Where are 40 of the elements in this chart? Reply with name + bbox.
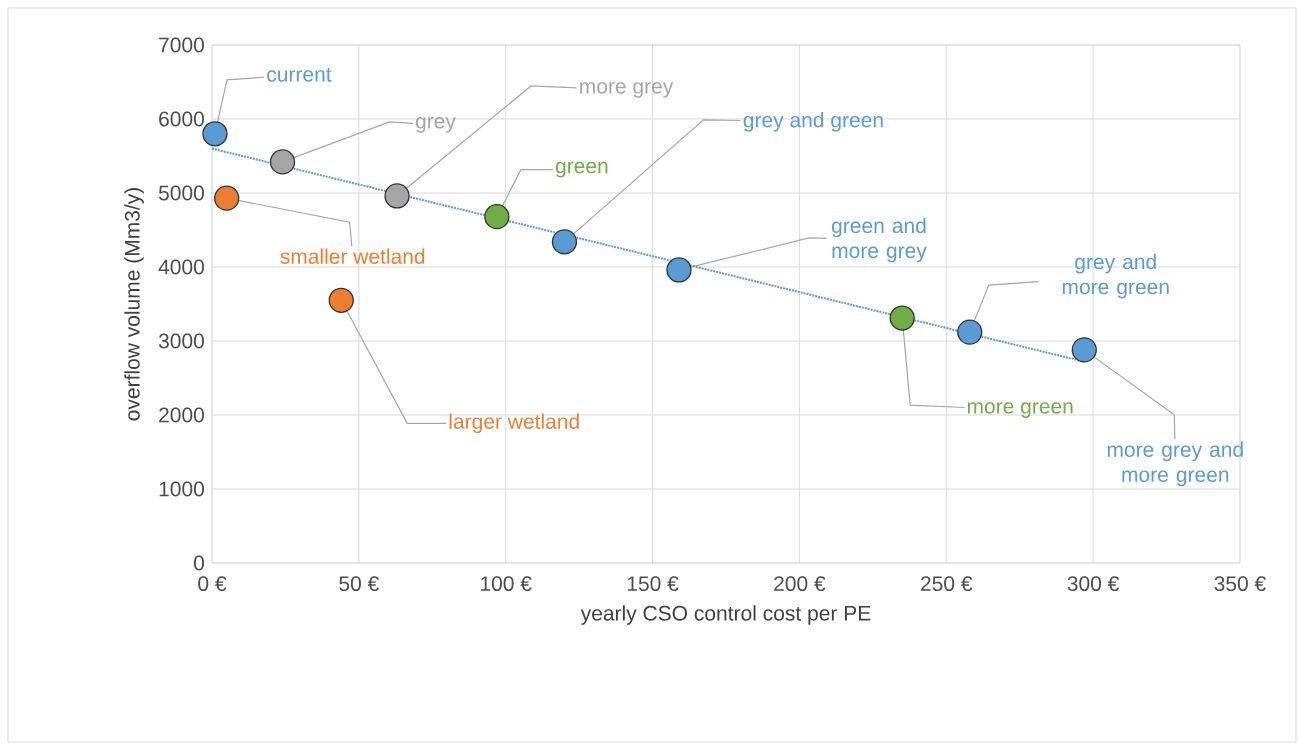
x-tick-label: 0 € bbox=[198, 576, 227, 592]
point bbox=[202, 121, 228, 147]
x-tick-label: 150 € bbox=[627, 576, 679, 592]
point bbox=[666, 257, 692, 283]
annotation: more green bbox=[967, 402, 1073, 418]
point bbox=[384, 183, 410, 209]
x-tick-label: 50 € bbox=[339, 576, 379, 592]
x-axis-title: yearly CSO control cost per PE bbox=[580, 605, 871, 625]
y-tick-label: 5000 bbox=[158, 185, 204, 201]
annotation: smaller wetland bbox=[280, 248, 425, 264]
y-tick-label: 3000 bbox=[158, 333, 204, 349]
y-tick-label: 2000 bbox=[159, 407, 204, 423]
point bbox=[1071, 337, 1097, 363]
annotation: grey and green bbox=[743, 112, 883, 132]
point bbox=[889, 305, 915, 331]
annotation: green bbox=[555, 161, 608, 178]
y-tick-label: 4000 bbox=[158, 259, 204, 275]
x-tick-label: 250 € bbox=[921, 576, 973, 592]
y-tick-label: 6000 bbox=[159, 111, 204, 127]
point bbox=[328, 287, 354, 313]
x-tick-label: 350 € bbox=[1214, 576, 1266, 592]
x-tick-label: 200 € bbox=[774, 576, 826, 592]
annotation: current bbox=[267, 67, 332, 82]
annotation: grey bbox=[415, 117, 456, 133]
annotation: grey and more green bbox=[1062, 253, 1169, 299]
point bbox=[269, 149, 296, 175]
x-tick-label: 100 € bbox=[481, 576, 532, 592]
annotation: green and more grey bbox=[832, 217, 927, 263]
y-axis-title: overflow volume (Mm3/y) bbox=[124, 188, 144, 421]
x-tick-label: 300 € bbox=[1067, 576, 1120, 592]
y-tick-label: 7000 bbox=[159, 37, 204, 53]
annotation: larger wetland bbox=[449, 413, 579, 434]
point bbox=[484, 204, 510, 230]
point bbox=[214, 185, 240, 211]
y-tick-label: 1000 bbox=[159, 481, 204, 497]
annotation: more grey bbox=[580, 82, 674, 98]
point bbox=[551, 229, 578, 255]
y-tick-label: 0 bbox=[193, 555, 204, 571]
point bbox=[957, 319, 983, 345]
annotation: more grey and more green bbox=[1107, 441, 1243, 487]
